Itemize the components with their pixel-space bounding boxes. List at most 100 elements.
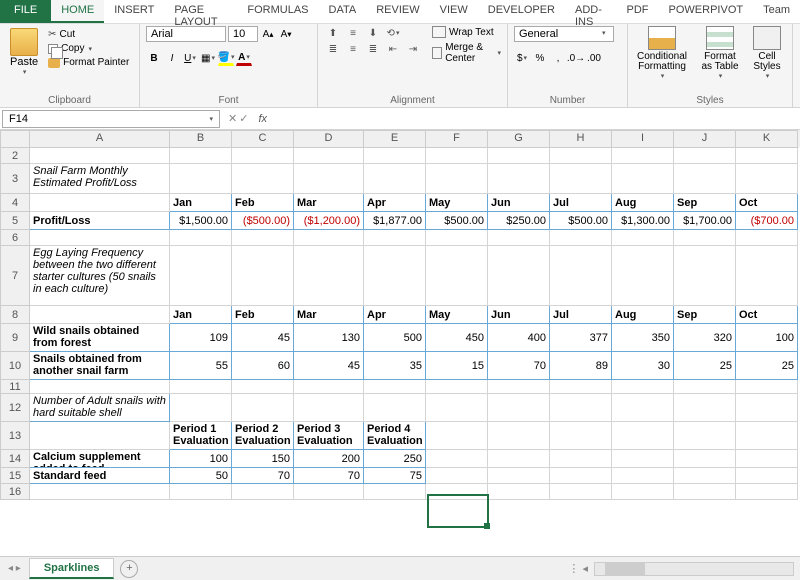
cell-A15[interactable]: Standard feed xyxy=(30,468,170,484)
cell-B15[interactable]: 50 xyxy=(170,468,232,484)
column-header-E[interactable]: E xyxy=(364,130,426,148)
cell-E10[interactable]: 35 xyxy=(364,352,426,380)
cell-C12[interactable] xyxy=(232,394,294,422)
sheet-tab-sparklines[interactable]: Sparklines xyxy=(29,558,115,579)
column-header-C[interactable]: C xyxy=(232,130,294,148)
cell-A11[interactable] xyxy=(30,380,170,394)
column-header-H[interactable]: H xyxy=(550,130,612,148)
cell-A12[interactable]: Number of Adult snails with hard suitabl… xyxy=(30,394,170,422)
cell-E9[interactable]: 500 xyxy=(364,324,426,352)
cell-G11[interactable] xyxy=(488,380,550,394)
cell-B16[interactable] xyxy=(170,484,232,500)
font-name-select[interactable] xyxy=(146,26,226,42)
cell-G7[interactable] xyxy=(488,246,550,306)
cell-I5[interactable]: $1,300.00 xyxy=(612,212,674,230)
cell-H4[interactable]: Jul xyxy=(550,194,612,212)
cell-K5[interactable]: ($700.00 xyxy=(736,212,798,230)
cell-F13[interactable] xyxy=(426,422,488,450)
column-header-I[interactable]: I xyxy=(612,130,674,148)
decrease-font-button[interactable]: A▾ xyxy=(278,26,294,42)
cell-F16[interactable] xyxy=(426,484,488,500)
cell-H10[interactable]: 89 xyxy=(550,352,612,380)
cell-C7[interactable] xyxy=(232,246,294,306)
select-all-corner[interactable] xyxy=(0,130,30,148)
cell-D16[interactable] xyxy=(294,484,364,500)
row-header-14[interactable]: 14 xyxy=(0,450,30,468)
cell-E4[interactable]: Apr xyxy=(364,194,426,212)
cell-K16[interactable] xyxy=(736,484,798,500)
cell-D15[interactable]: 70 xyxy=(294,468,364,484)
cell-J12[interactable] xyxy=(674,394,736,422)
cell-E14[interactable]: 250 xyxy=(364,450,426,468)
cell-D4[interactable]: Mar xyxy=(294,194,364,212)
cell-A4[interactable] xyxy=(30,194,170,212)
cell-H8[interactable]: Jul xyxy=(550,306,612,324)
column-header-F[interactable]: F xyxy=(426,130,488,148)
align-right-button[interactable]: ≣ xyxy=(364,42,382,56)
cell-I10[interactable]: 30 xyxy=(612,352,674,380)
cell-I7[interactable] xyxy=(612,246,674,306)
cell-B8[interactable]: Jan xyxy=(170,306,232,324)
cell-D5[interactable]: ($1,200.00) xyxy=(294,212,364,230)
column-header-G[interactable]: G xyxy=(488,130,550,148)
cell-A10[interactable]: Snails obtained from another snail farm xyxy=(30,352,170,380)
tab-file[interactable]: FILE xyxy=(0,0,51,23)
comma-button[interactable]: , xyxy=(550,50,566,66)
cell-E6[interactable] xyxy=(364,230,426,246)
row-header-11[interactable]: 11 xyxy=(0,380,30,394)
cell-G4[interactable]: Jun xyxy=(488,194,550,212)
cell-J6[interactable] xyxy=(674,230,736,246)
cell-F14[interactable] xyxy=(426,450,488,468)
cell-B6[interactable] xyxy=(170,230,232,246)
cell-H16[interactable] xyxy=(550,484,612,500)
cell-B2[interactable] xyxy=(170,148,232,164)
increase-indent-button[interactable]: ⇥ xyxy=(404,42,422,56)
cell-B11[interactable] xyxy=(170,380,232,394)
cell-J2[interactable] xyxy=(674,148,736,164)
cell-G13[interactable] xyxy=(488,422,550,450)
cell-E7[interactable] xyxy=(364,246,426,306)
cell-A7[interactable]: Egg Laying Frequency between the two dif… xyxy=(30,246,170,306)
cell-H14[interactable] xyxy=(550,450,612,468)
cell-E12[interactable] xyxy=(364,394,426,422)
cell-A8[interactable] xyxy=(30,306,170,324)
cell-I4[interactable]: Aug xyxy=(612,194,674,212)
align-left-button[interactable]: ≣ xyxy=(324,42,342,56)
cell-C3[interactable] xyxy=(232,164,294,194)
cell-G6[interactable] xyxy=(488,230,550,246)
add-sheet-button[interactable]: + xyxy=(120,560,138,578)
cell-B7[interactable] xyxy=(170,246,232,306)
cell-K15[interactable] xyxy=(736,468,798,484)
cell-E2[interactable] xyxy=(364,148,426,164)
tab-page-layout[interactable]: PAGE LAYOUT xyxy=(164,0,237,23)
cell-F3[interactable] xyxy=(426,164,488,194)
tab-developer[interactable]: DEVELOPER xyxy=(478,0,565,23)
cell-I8[interactable]: Aug xyxy=(612,306,674,324)
column-header-D[interactable]: D xyxy=(294,130,364,148)
cell-H6[interactable] xyxy=(550,230,612,246)
cell-F4[interactable]: May xyxy=(426,194,488,212)
cell-A14[interactable]: Calcium supplement added to feed xyxy=(30,450,170,468)
tab-view[interactable]: VIEW xyxy=(430,0,478,23)
cell-F15[interactable] xyxy=(426,468,488,484)
cell-C5[interactable]: ($500.00) xyxy=(232,212,294,230)
cell-I15[interactable] xyxy=(612,468,674,484)
row-header-5[interactable]: 5 xyxy=(0,212,30,230)
fx-icon[interactable]: fx xyxy=(254,113,267,125)
orientation-button[interactable]: ⟲▾ xyxy=(384,26,402,40)
cell-K14[interactable] xyxy=(736,450,798,468)
percent-button[interactable]: % xyxy=(532,50,548,66)
cell-C4[interactable]: Feb xyxy=(232,194,294,212)
cell-D9[interactable]: 130 xyxy=(294,324,364,352)
tab-data[interactable]: DATA xyxy=(319,0,367,23)
cell-A2[interactable] xyxy=(30,148,170,164)
cell-J11[interactable] xyxy=(674,380,736,394)
accept-formula-button[interactable]: ✓ xyxy=(239,112,248,125)
cell-I6[interactable] xyxy=(612,230,674,246)
cell-H13[interactable] xyxy=(550,422,612,450)
italic-button[interactable]: I xyxy=(164,50,180,66)
row-header-7[interactable]: 7 xyxy=(0,246,30,306)
cell-D10[interactable]: 45 xyxy=(294,352,364,380)
cell-G14[interactable] xyxy=(488,450,550,468)
row-header-12[interactable]: 12 xyxy=(0,394,30,422)
